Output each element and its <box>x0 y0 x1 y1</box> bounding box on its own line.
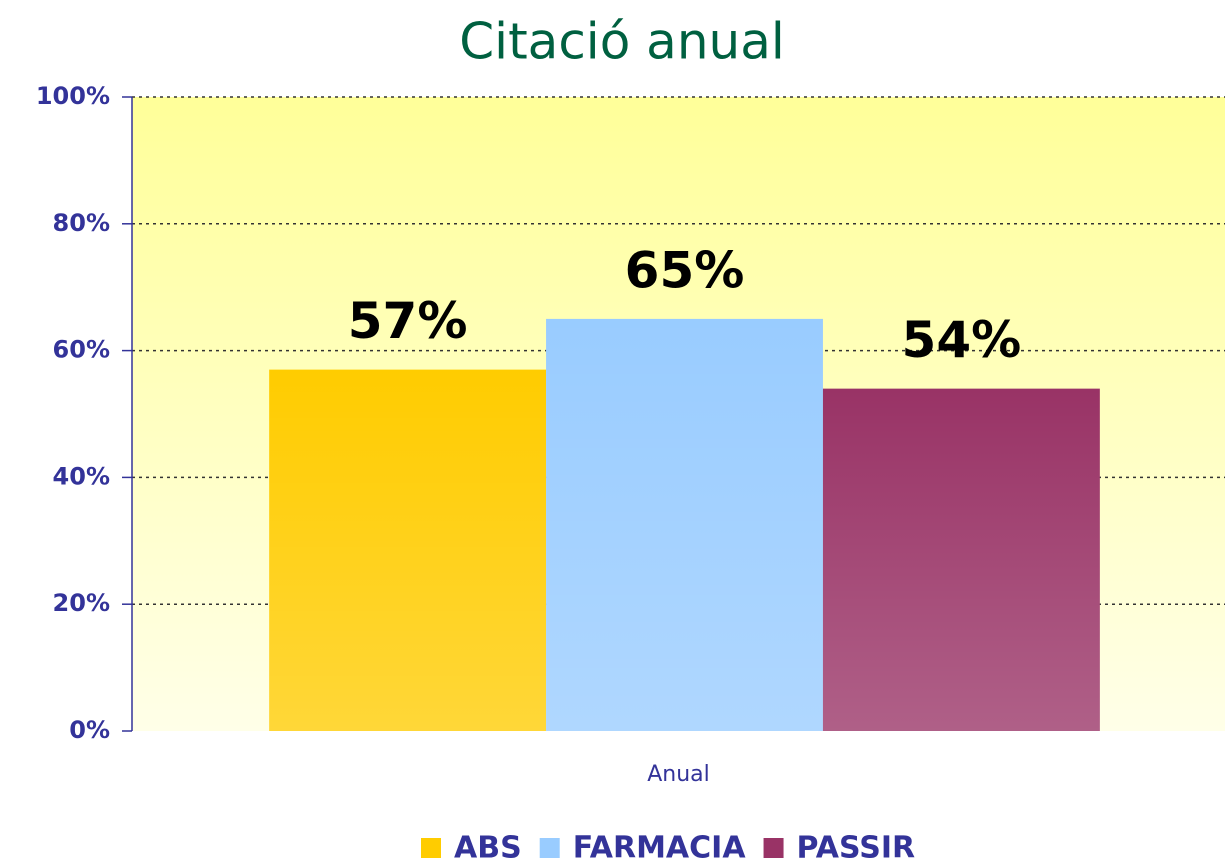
legend-swatch <box>539 838 560 858</box>
legend-label: FARMACIA <box>573 831 747 865</box>
bar-shade <box>269 369 547 731</box>
y-tick-label: 0% <box>69 716 110 744</box>
y-tick-label: 100% <box>36 82 110 110</box>
y-tick-label: 40% <box>53 462 110 490</box>
y-tick-label: 80% <box>53 209 110 237</box>
data-label: 65% <box>625 241 745 299</box>
legend-label: ABS <box>454 831 522 865</box>
y-tick-label: 20% <box>53 589 110 617</box>
chart-title: Citació anual <box>459 13 784 71</box>
bar-shade <box>546 318 823 731</box>
legend-swatch <box>421 838 441 858</box>
data-label: 54% <box>902 311 1022 369</box>
data-label: 57% <box>348 292 468 350</box>
legend-swatch <box>763 838 784 858</box>
bar-shade <box>822 388 1100 731</box>
y-tick-label: 60% <box>53 336 110 364</box>
legend-label: PASSIR <box>797 831 916 865</box>
x-tick-label: Anual <box>647 762 710 787</box>
